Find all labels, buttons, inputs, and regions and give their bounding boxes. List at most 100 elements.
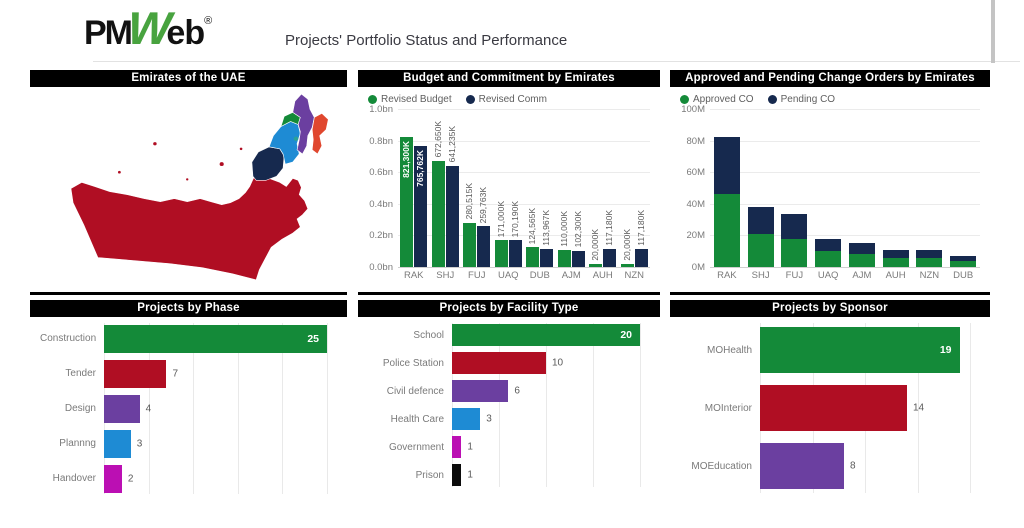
segment-pending-co[interactable] — [882, 249, 909, 259]
bar-value-label: 672,650K — [432, 121, 443, 158]
segment-approved-co[interactable] — [916, 258, 943, 267]
segment-pending-co[interactable] — [848, 242, 875, 254]
segment-approved-co[interactable] — [848, 253, 875, 267]
region-ras-al-khaimah[interactable] — [292, 93, 315, 155]
bar-revised-comm[interactable] — [540, 249, 554, 267]
bar-revised-budget[interactable] — [431, 160, 445, 267]
panel-budget-commitment: Budget and Commitment by Emirates Revise… — [358, 70, 660, 295]
gridline — [398, 235, 650, 237]
bar-revised-comm[interactable] — [477, 225, 491, 267]
bar-revised-budget[interactable] — [620, 263, 634, 267]
y-tick-label: 20M — [686, 230, 705, 242]
bar-revised-comm[interactable] — [571, 250, 585, 267]
chart-row: Health Care 3 — [368, 405, 650, 433]
y-tick-label: 80M — [686, 135, 705, 147]
bar-revised-comm[interactable] — [603, 248, 617, 267]
legend-dot-icon — [680, 95, 689, 104]
bar-value-label: 171,000K — [495, 200, 506, 237]
bar-value-label: 3 — [486, 413, 492, 425]
bar-revised-budget[interactable] — [589, 263, 603, 267]
bar-group: 821,300K 765,762K — [398, 109, 430, 267]
region-abu-dhabi[interactable] — [70, 172, 309, 281]
island-dot — [239, 147, 243, 151]
chart-row: Plannng 3 — [40, 426, 337, 461]
bar-civil-defence[interactable] — [452, 380, 509, 402]
chart-row: MOHealth 19 — [680, 321, 980, 379]
bar-police-station[interactable] — [452, 352, 546, 374]
bar-moeducation[interactable] — [760, 443, 844, 489]
gridline — [640, 323, 641, 487]
bar-prison[interactable] — [452, 464, 462, 486]
bar-revised-budget[interactable] — [463, 222, 477, 267]
registered-mark-icon: ® — [204, 15, 213, 27]
chart-row: School 20 — [368, 321, 650, 349]
gridline — [593, 323, 594, 487]
category-label: Plannng — [59, 438, 96, 449]
gridline — [398, 172, 650, 174]
legend-item[interactable]: Revised Budget — [368, 94, 452, 105]
segment-pending-co[interactable] — [713, 136, 740, 195]
sponsor-hbar-chart: MOHealth 19 MOInterior 14 MOEducation 8 — [680, 321, 980, 495]
segment-pending-co[interactable] — [916, 249, 943, 259]
legend-label: Revised Comm — [478, 94, 547, 105]
legend-item[interactable]: Pending CO — [767, 94, 836, 105]
x-tick-label: DUB — [953, 270, 974, 281]
bar-government[interactable] — [452, 436, 462, 458]
region-dubai[interactable] — [251, 146, 285, 181]
bar-revised-comm[interactable] — [508, 240, 522, 267]
region-fujairah[interactable] — [311, 112, 329, 155]
bar-value-label: 7 — [172, 368, 178, 379]
segment-approved-co[interactable] — [781, 238, 808, 267]
bar-revised-budget[interactable] — [526, 247, 540, 267]
segment-approved-co[interactable] — [882, 258, 909, 267]
bar-value-label: 25 — [307, 332, 319, 345]
bar-construction[interactable]: 25 — [104, 324, 327, 353]
segment-pending-co[interactable] — [781, 214, 808, 239]
segment-pending-co[interactable] — [815, 239, 842, 252]
segment-approved-co[interactable] — [950, 261, 977, 267]
bar-handover[interactable] — [104, 464, 122, 493]
bar-revised-comm[interactable] — [445, 165, 459, 267]
panel-emirates-map: Emirates of the UAE — [30, 70, 347, 295]
legend-label: Pending CO — [780, 94, 836, 105]
bar-plannng[interactable] — [104, 429, 131, 458]
bar-design[interactable] — [104, 394, 140, 423]
bar-value-label: 4 — [145, 403, 152, 414]
gridline — [398, 140, 650, 142]
scrollbar-thumb[interactable] — [991, 0, 995, 63]
y-axis: 0.0bn 0.2bn 0.4bn 0.6bn 0.8bn 1.0bn — [368, 104, 398, 273]
chart-row: Prison 1 — [368, 461, 650, 489]
x-tick-label: NZN — [624, 270, 645, 281]
segment-approved-co[interactable] — [815, 251, 842, 267]
bar-value-label: 20 — [620, 329, 632, 341]
panel-title: Approved and Pending Change Orders by Em… — [670, 70, 990, 87]
segment-approved-co[interactable] — [713, 194, 740, 267]
segment-pending-co[interactable] — [950, 255, 977, 262]
segment-pending-co[interactable] — [747, 206, 774, 234]
x-tick-label: AUH — [885, 270, 906, 281]
bar-school[interactable]: 20 — [452, 324, 640, 346]
region-umm-al-quwain[interactable] — [293, 136, 299, 141]
bar-group: 672,650K 641,235K — [430, 109, 462, 267]
bar-revised-comm[interactable] — [634, 248, 648, 267]
legend-item[interactable]: Approved CO — [680, 94, 754, 105]
bar-group: 110,000K 102,300K — [556, 109, 588, 267]
bar-revised-budget[interactable] — [494, 239, 508, 267]
island-dot — [186, 178, 189, 181]
bar-revised-comm[interactable] — [414, 146, 428, 267]
bar-tender[interactable] — [104, 359, 167, 388]
bar-group — [811, 109, 845, 267]
gridline — [398, 203, 650, 205]
bar-mointerior[interactable] — [760, 385, 907, 431]
segment-approved-co[interactable] — [747, 233, 774, 267]
bar-health-care[interactable] — [452, 408, 481, 430]
category-label: Health Care — [390, 413, 444, 425]
bar-value-label: 2 — [127, 473, 134, 484]
bar-group — [710, 109, 744, 267]
bar-mohealth[interactable]: 19 — [760, 327, 960, 373]
bar-group: 20,000K 117,180K — [587, 109, 619, 267]
legend-item[interactable]: Revised Comm — [465, 94, 547, 105]
bar-revised-budget[interactable] — [557, 249, 571, 267]
gridline — [398, 267, 650, 268]
bar-revised-budget[interactable] — [400, 137, 414, 267]
